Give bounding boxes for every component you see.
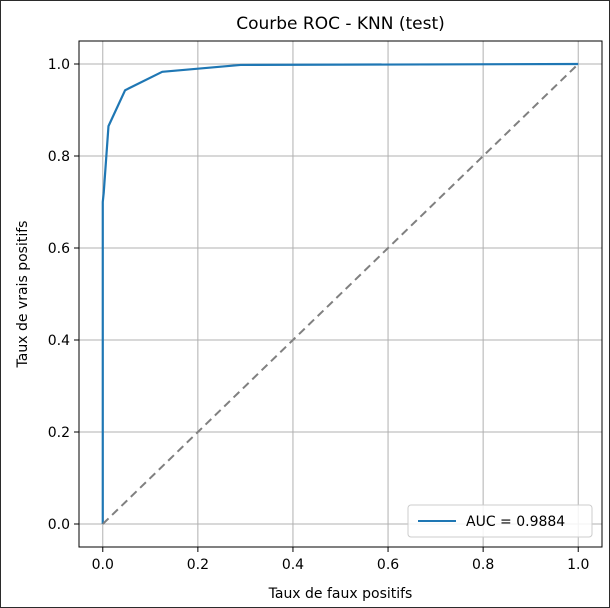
diagonal-reference-line [102,63,579,525]
plot-area-border [78,40,603,548]
chart-title: Courbe ROC - KNN (test) [236,14,445,34]
legend: AUC = 0.9884 [407,504,593,538]
y-tick-label: 0.8 [48,149,70,165]
roc-curve-line [101,62,579,524]
x-axis-label: Taux de faux positifs [268,586,413,602]
y-axis-label: Taux de vrais positifs [15,221,31,369]
grid [79,41,602,547]
x-tick-label: 0.2 [187,557,209,573]
y-tick-label: 0.0 [48,517,70,533]
x-tick-label: 0.6 [377,557,399,573]
legend-label: AUC = 0.9884 [466,514,565,530]
x-tick-label: 0.0 [92,557,114,573]
x-tick-label: 0.8 [472,557,494,573]
x-tick-label: 1.0 [567,557,589,573]
ticks: 0.0 0.2 0.4 0.6 0.8 1.0 0.0 0.2 0.4 0.6 0.8 1.0 [48,57,590,573]
y-tick-label: 1.0 [48,57,70,73]
series-layer [101,62,579,525]
x-tick-label: 0.4 [282,557,304,573]
y-tick-label: 0.6 [48,241,70,257]
legend-box [407,504,593,538]
y-tick-label: 0.4 [48,333,70,349]
y-tick-label: 0.2 [48,425,70,441]
